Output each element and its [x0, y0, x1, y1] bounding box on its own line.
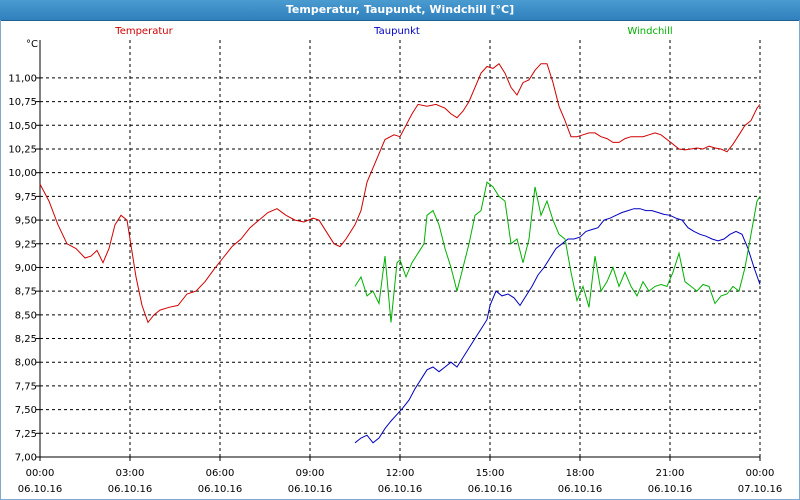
- y-tick-label: 8,25: [15, 334, 37, 345]
- x-tick-time: 00:00: [746, 468, 775, 479]
- x-tick-date: 06.10.16: [468, 484, 513, 495]
- y-tick-label: 11,00: [8, 73, 37, 84]
- y-tick-label: 7,00: [15, 453, 37, 464]
- x-tick-time: 18:00: [566, 468, 595, 479]
- x-tick-time: 06:00: [206, 468, 235, 479]
- series-line-taupunkt: [354, 208, 761, 444]
- x-tick-date: 06.10.16: [558, 484, 603, 495]
- y-tick-label: 7,50: [15, 405, 37, 416]
- y-tick-label: 7,75: [15, 381, 37, 392]
- y-tick-label: 8,50: [15, 310, 37, 321]
- y-tick-label: 10,00: [8, 168, 37, 179]
- y-tick-label: 10,75: [8, 97, 37, 108]
- series-line-windchill: [354, 181, 761, 323]
- x-tick-date: 06.10.16: [18, 484, 63, 495]
- legend-windchill: Windchill: [627, 26, 672, 37]
- x-tick-time: 12:00: [386, 468, 415, 479]
- x-tick-date: 07.10.16: [738, 484, 783, 495]
- y-tick-label: 10,25: [8, 144, 37, 155]
- x-tick-date: 06.10.16: [378, 484, 423, 495]
- chart-title: Temperatur, Taupunkt, Windchill [°C]: [0, 0, 800, 21]
- x-tick-time: 00:00: [26, 468, 55, 479]
- legend-temperatur: Temperatur: [114, 26, 173, 37]
- x-tick-date: 06.10.16: [288, 484, 333, 495]
- x-tick-time: 15:00: [476, 468, 505, 479]
- x-tick-date: 06.10.16: [198, 484, 243, 495]
- y-tick-label: 8,75: [15, 287, 37, 298]
- x-tick-time: 09:00: [296, 468, 325, 479]
- x-tick-time: 03:00: [116, 468, 145, 479]
- series-line-temperatur: [39, 62, 761, 324]
- y-tick-label: 9,25: [15, 239, 37, 250]
- y-tick-label: 9,00: [15, 263, 37, 274]
- x-tick-date: 06.10.16: [648, 484, 693, 495]
- legend-taupunkt: Taupunkt: [373, 26, 420, 37]
- y-tick-label: 9,50: [15, 216, 37, 227]
- y-tick-label: 7,25: [15, 429, 37, 440]
- y-tick-label: 9,75: [15, 192, 37, 203]
- y-tick-label: 8,00: [15, 358, 37, 369]
- y-tick-label: 10,50: [8, 121, 37, 132]
- x-tick-date: 06.10.16: [108, 484, 153, 495]
- y-axis-unit: °C: [26, 39, 38, 50]
- x-tick-time: 21:00: [656, 468, 685, 479]
